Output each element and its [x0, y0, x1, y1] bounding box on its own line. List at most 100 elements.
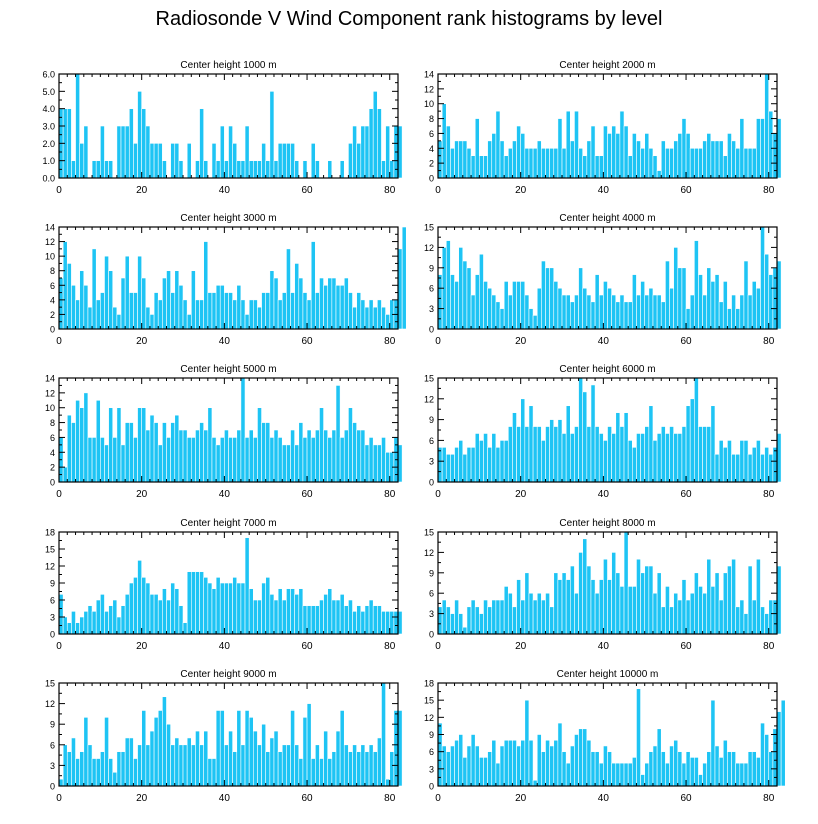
y-tick-label: 9	[429, 730, 434, 740]
bar	[735, 606, 741, 635]
bar	[743, 260, 749, 330]
bar	[627, 440, 633, 483]
bar	[100, 125, 105, 179]
bar	[623, 125, 629, 179]
bar	[215, 577, 221, 635]
bar	[310, 241, 316, 330]
bar	[315, 605, 320, 635]
bar	[219, 284, 225, 330]
bar	[273, 730, 279, 787]
bar	[578, 552, 583, 635]
bar	[348, 292, 353, 330]
bar	[458, 140, 464, 179]
x-tick-label: 60	[680, 185, 692, 196]
x-tick-label: 20	[515, 793, 527, 804]
y-tick-label: 4	[50, 448, 55, 458]
bar	[236, 160, 242, 179]
bar	[574, 734, 579, 787]
bar	[648, 751, 654, 787]
bar	[698, 274, 703, 330]
bar	[673, 433, 679, 483]
bar	[565, 405, 571, 483]
bar	[298, 588, 304, 635]
bar	[253, 730, 258, 787]
bar	[327, 277, 333, 330]
bar	[232, 143, 238, 179]
bar	[689, 398, 695, 483]
bar	[694, 147, 699, 179]
bar	[190, 571, 196, 635]
y-tick-label: 0	[429, 174, 434, 184]
bar	[319, 758, 324, 787]
bar	[356, 292, 362, 330]
bar	[569, 745, 575, 787]
bar	[277, 751, 283, 787]
x-tick-label: 0	[56, 336, 62, 347]
y-tick-label: 12	[424, 548, 434, 558]
bar	[356, 429, 362, 483]
bar	[360, 429, 366, 483]
bar	[499, 140, 505, 179]
y-tick-label: 6	[50, 596, 55, 606]
chart-panel-7: Center height 7000 m 0 20 40 60 80 0 3 6 9 12 15 18	[45, 518, 403, 652]
bar	[756, 287, 761, 330]
bar	[236, 284, 242, 330]
bar	[652, 294, 658, 330]
bar	[302, 292, 308, 330]
bar	[306, 605, 312, 635]
bar	[372, 444, 378, 483]
bar	[149, 414, 155, 483]
bar	[162, 696, 167, 787]
bar	[458, 734, 464, 787]
y-tick-label: 15	[424, 696, 434, 706]
y-tick-label: 10	[424, 99, 434, 109]
x-tick-label: 40	[219, 489, 231, 500]
bar	[290, 710, 295, 787]
bar	[582, 391, 588, 483]
x-tick-label: 80	[384, 489, 396, 500]
bar	[735, 147, 741, 179]
bar	[141, 407, 147, 483]
bar	[95, 399, 101, 483]
bar	[528, 308, 534, 330]
bar	[244, 314, 250, 330]
x-tick-label: 80	[763, 793, 775, 804]
bar	[364, 125, 370, 179]
bar	[698, 147, 703, 179]
bar	[660, 606, 666, 635]
bar	[590, 384, 596, 483]
bar	[228, 437, 233, 483]
bar	[83, 717, 89, 787]
bar	[669, 287, 674, 330]
bar	[598, 433, 604, 483]
bar	[656, 728, 662, 787]
bar	[632, 586, 637, 635]
bar	[186, 437, 192, 483]
y-tick-label: 0	[429, 478, 434, 488]
bar	[273, 160, 279, 179]
bar	[491, 599, 497, 635]
bar	[343, 744, 349, 787]
bar	[722, 447, 728, 483]
bar	[520, 599, 526, 635]
bar	[277, 299, 283, 330]
bar	[636, 688, 641, 787]
y-tick-label: 12	[45, 699, 55, 709]
bar	[685, 133, 691, 179]
y-tick-label: 8	[429, 114, 434, 124]
bar	[768, 453, 774, 483]
bar	[553, 426, 559, 483]
bar	[211, 292, 217, 330]
bar	[236, 710, 242, 787]
bar	[323, 730, 329, 787]
bar	[656, 433, 662, 483]
bar	[495, 762, 501, 787]
bar	[195, 299, 200, 330]
bar	[377, 605, 382, 635]
bar	[228, 125, 233, 179]
bar	[397, 444, 403, 483]
bar	[623, 301, 629, 330]
bar	[166, 437, 171, 483]
bar	[636, 140, 641, 179]
bar	[640, 433, 646, 483]
